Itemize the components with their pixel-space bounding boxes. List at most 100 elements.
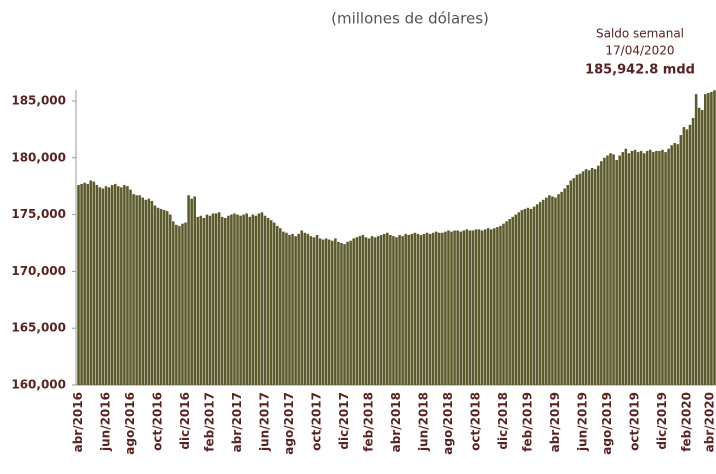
bar — [392, 236, 395, 385]
bar — [389, 235, 392, 385]
bar — [667, 148, 670, 385]
bar — [233, 213, 236, 385]
bar — [572, 178, 576, 385]
bar — [710, 91, 713, 385]
bar — [279, 228, 282, 385]
x-tick-label: abr/2018 — [389, 392, 403, 452]
x-tick-label: oct/2019 — [627, 392, 641, 451]
bar — [181, 223, 184, 385]
bar — [618, 155, 621, 385]
bar — [514, 214, 518, 385]
bar — [340, 242, 343, 385]
bar — [505, 221, 508, 385]
bar — [465, 229, 469, 385]
bar — [636, 152, 640, 385]
bar — [477, 229, 481, 385]
x-tick-label: ago/2017 — [282, 392, 296, 455]
bar — [691, 118, 695, 385]
bar — [407, 235, 411, 385]
bar — [648, 149, 652, 385]
bar — [367, 238, 371, 385]
y-tick-label: 170,000 — [11, 264, 66, 278]
bar — [211, 213, 215, 385]
bar — [312, 237, 316, 385]
x-tick-label: abr/2020 — [703, 392, 716, 452]
bar — [349, 240, 352, 385]
bar — [230, 214, 233, 385]
bar — [113, 183, 117, 385]
bar — [652, 152, 655, 385]
bar — [447, 230, 450, 385]
x-tick-label: feb/2017 — [202, 392, 216, 452]
x-tick-label: abr/2017 — [230, 392, 244, 452]
bar — [416, 233, 420, 385]
bar — [682, 127, 686, 385]
bar — [321, 239, 325, 385]
bar — [346, 241, 349, 385]
bar — [129, 189, 132, 385]
bar — [153, 205, 157, 385]
bar — [318, 238, 322, 385]
bar — [376, 236, 380, 385]
bar — [327, 239, 331, 385]
bar — [382, 233, 386, 385]
bar — [239, 215, 242, 385]
bar — [324, 238, 328, 385]
bar — [609, 153, 612, 385]
x-tick-label: jun/2019 — [576, 392, 590, 452]
bar — [529, 208, 533, 385]
bar — [334, 238, 337, 385]
bar — [600, 161, 603, 385]
bar — [462, 230, 466, 385]
bar — [110, 185, 114, 385]
bar — [535, 204, 539, 385]
bar — [413, 232, 417, 385]
x-tick-label: feb/2019 — [520, 392, 534, 452]
bar — [563, 188, 566, 385]
bar — [532, 206, 536, 385]
bar — [126, 186, 129, 385]
y-tick-label: 165,000 — [11, 321, 66, 335]
bar — [172, 221, 175, 385]
annotation: Saldo semanal — [596, 27, 684, 41]
bar — [187, 195, 190, 385]
bar — [422, 233, 426, 385]
bar — [269, 220, 273, 385]
bar — [627, 153, 631, 385]
x-tick-label: oct/2017 — [310, 392, 324, 451]
bar — [95, 185, 99, 385]
x-tick-label: ago/2019 — [600, 392, 614, 455]
bar — [196, 216, 200, 385]
bar — [474, 229, 478, 385]
bar — [431, 232, 435, 385]
bar — [489, 229, 493, 385]
bar — [150, 200, 154, 385]
bar — [630, 150, 634, 385]
bar — [569, 180, 573, 385]
bar — [441, 232, 444, 385]
bar — [566, 185, 569, 385]
bar — [297, 233, 300, 385]
bar — [603, 157, 606, 385]
bar — [456, 230, 459, 385]
bar — [486, 228, 490, 385]
x-tick-label: oct/2016 — [151, 392, 165, 451]
bar — [199, 215, 203, 385]
bar — [168, 214, 172, 385]
bar — [584, 169, 588, 385]
x-tick-label: abr/2019 — [548, 392, 562, 452]
bar — [165, 211, 169, 385]
bar — [275, 225, 279, 385]
bar — [444, 231, 447, 385]
bar — [92, 181, 96, 385]
bar — [245, 213, 248, 385]
bar — [578, 173, 582, 385]
bar — [697, 107, 701, 385]
bar — [220, 216, 224, 385]
bar — [395, 237, 398, 385]
bar — [272, 222, 276, 385]
bar — [557, 194, 560, 385]
bar — [694, 94, 698, 385]
bar — [86, 183, 89, 385]
chart-subtitle: (millones de dólares) — [331, 10, 489, 28]
